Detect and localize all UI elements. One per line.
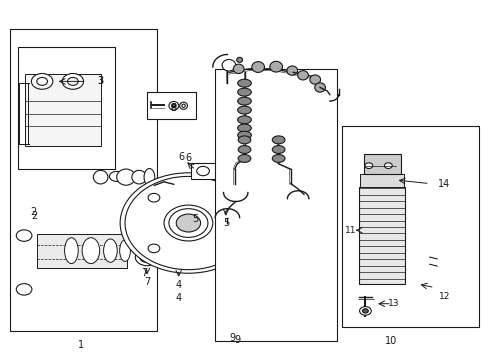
Ellipse shape [109, 171, 124, 181]
Text: 2: 2 [32, 211, 38, 221]
Circle shape [163, 205, 212, 241]
Text: 7: 7 [141, 268, 147, 278]
Ellipse shape [237, 106, 251, 114]
Text: 2: 2 [30, 207, 37, 217]
Polygon shape [81, 173, 87, 179]
Circle shape [148, 193, 160, 202]
Text: 3: 3 [98, 76, 103, 86]
Ellipse shape [82, 238, 100, 264]
Bar [147, 92, 195, 119]
Ellipse shape [46, 172, 58, 183]
Text: 8: 8 [170, 103, 177, 113]
Ellipse shape [64, 238, 78, 264]
Text: 7: 7 [143, 277, 150, 287]
Text: 4: 4 [175, 280, 182, 290]
Ellipse shape [171, 104, 176, 108]
Ellipse shape [237, 88, 251, 96]
Polygon shape [405, 252, 429, 270]
Ellipse shape [272, 136, 285, 144]
Circle shape [148, 244, 160, 253]
Ellipse shape [103, 239, 117, 262]
Ellipse shape [272, 154, 285, 162]
Text: 5: 5 [192, 215, 199, 224]
Circle shape [120, 173, 256, 273]
Text: 6: 6 [185, 153, 191, 163]
Ellipse shape [297, 71, 308, 80]
Ellipse shape [238, 136, 250, 144]
Circle shape [135, 248, 158, 266]
Circle shape [384, 163, 391, 168]
Ellipse shape [241, 225, 247, 232]
Ellipse shape [168, 102, 178, 110]
Bar [359, 174, 404, 187]
Ellipse shape [237, 131, 251, 139]
Ellipse shape [272, 145, 285, 153]
Text: 9: 9 [234, 334, 240, 345]
Bar [215, 69, 336, 341]
Ellipse shape [179, 102, 187, 109]
Bar [25, 74, 101, 146]
Ellipse shape [251, 62, 264, 72]
Polygon shape [351, 154, 373, 169]
Text: 5: 5 [223, 218, 228, 228]
Ellipse shape [120, 240, 130, 261]
Ellipse shape [132, 170, 146, 184]
Text: 14: 14 [437, 179, 449, 189]
Text: 9: 9 [229, 333, 235, 343]
Ellipse shape [314, 83, 325, 92]
Ellipse shape [237, 79, 251, 87]
Polygon shape [217, 204, 229, 211]
Ellipse shape [222, 59, 235, 71]
Circle shape [176, 214, 200, 232]
Text: 12: 12 [438, 292, 449, 301]
Circle shape [359, 307, 370, 315]
Circle shape [16, 230, 32, 241]
Ellipse shape [269, 61, 282, 72]
Circle shape [31, 73, 53, 89]
Ellipse shape [286, 66, 297, 75]
Bar [190, 163, 216, 179]
Text: 3: 3 [98, 76, 103, 86]
Bar [363, 154, 400, 174]
Circle shape [217, 244, 228, 253]
Circle shape [364, 163, 372, 168]
Text: 10: 10 [384, 336, 396, 346]
Ellipse shape [309, 75, 320, 84]
Text: 13: 13 [386, 299, 398, 308]
Circle shape [217, 193, 228, 202]
Text: 11: 11 [345, 226, 356, 235]
Ellipse shape [233, 64, 244, 73]
Ellipse shape [236, 57, 242, 62]
Circle shape [220, 206, 226, 211]
Bar [341, 126, 478, 327]
Circle shape [196, 166, 209, 176]
Bar [37, 234, 127, 268]
Bar [358, 187, 405, 284]
Text: 6: 6 [178, 152, 184, 162]
Ellipse shape [237, 116, 251, 124]
Ellipse shape [65, 172, 77, 183]
Ellipse shape [93, 170, 108, 184]
Circle shape [362, 309, 367, 313]
Text: 4: 4 [175, 293, 182, 303]
Bar [18, 47, 115, 169]
Polygon shape [14, 225, 39, 304]
Ellipse shape [237, 124, 251, 132]
Circle shape [62, 73, 83, 89]
Ellipse shape [238, 145, 250, 153]
Bar [10, 30, 157, 330]
Ellipse shape [231, 213, 242, 224]
Ellipse shape [237, 97, 251, 105]
Text: 8: 8 [170, 103, 177, 113]
Ellipse shape [144, 168, 155, 186]
Circle shape [16, 284, 32, 295]
Ellipse shape [238, 154, 250, 162]
Ellipse shape [117, 169, 135, 185]
Text: 1: 1 [78, 340, 84, 350]
